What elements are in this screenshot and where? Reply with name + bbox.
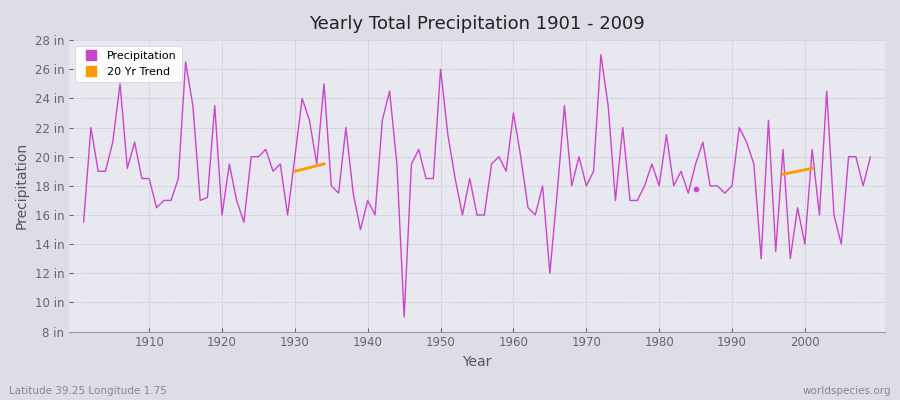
Text: worldspecies.org: worldspecies.org xyxy=(803,386,891,396)
Legend: Precipitation, 20 Yr Trend: Precipitation, 20 Yr Trend xyxy=(75,46,182,82)
X-axis label: Year: Year xyxy=(463,355,491,369)
Text: Latitude 39.25 Longitude 1.75: Latitude 39.25 Longitude 1.75 xyxy=(9,386,166,396)
Title: Yearly Total Precipitation 1901 - 2009: Yearly Total Precipitation 1901 - 2009 xyxy=(309,15,645,33)
Y-axis label: Precipitation: Precipitation xyxy=(15,142,29,230)
